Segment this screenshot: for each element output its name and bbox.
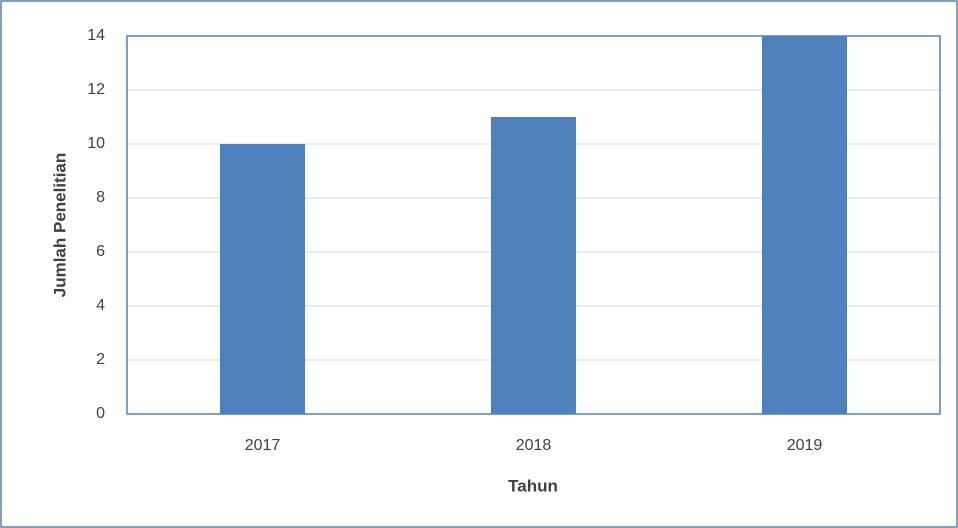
x-tick-label: 2017 <box>245 437 281 454</box>
y-tick-label: 2 <box>96 351 105 368</box>
bar <box>761 36 848 414</box>
x-axis-title: Tahun <box>508 476 558 495</box>
bar <box>490 117 577 414</box>
plot-border <box>126 35 941 415</box>
x-tick-label: 2019 <box>787 437 823 454</box>
y-tick-label: 4 <box>96 297 105 314</box>
y-tick-label: 8 <box>96 189 105 206</box>
y-axis-title: Jumlah Penelitian <box>50 153 69 298</box>
y-tick-label: 0 <box>96 405 105 422</box>
x-tick-label: 2018 <box>516 437 552 454</box>
bar <box>219 144 306 414</box>
y-tick-label: 10 <box>87 135 105 152</box>
y-tick-label: 6 <box>96 243 105 260</box>
y-tick-label: 12 <box>87 81 105 98</box>
y-tick-label: 14 <box>87 27 105 44</box>
